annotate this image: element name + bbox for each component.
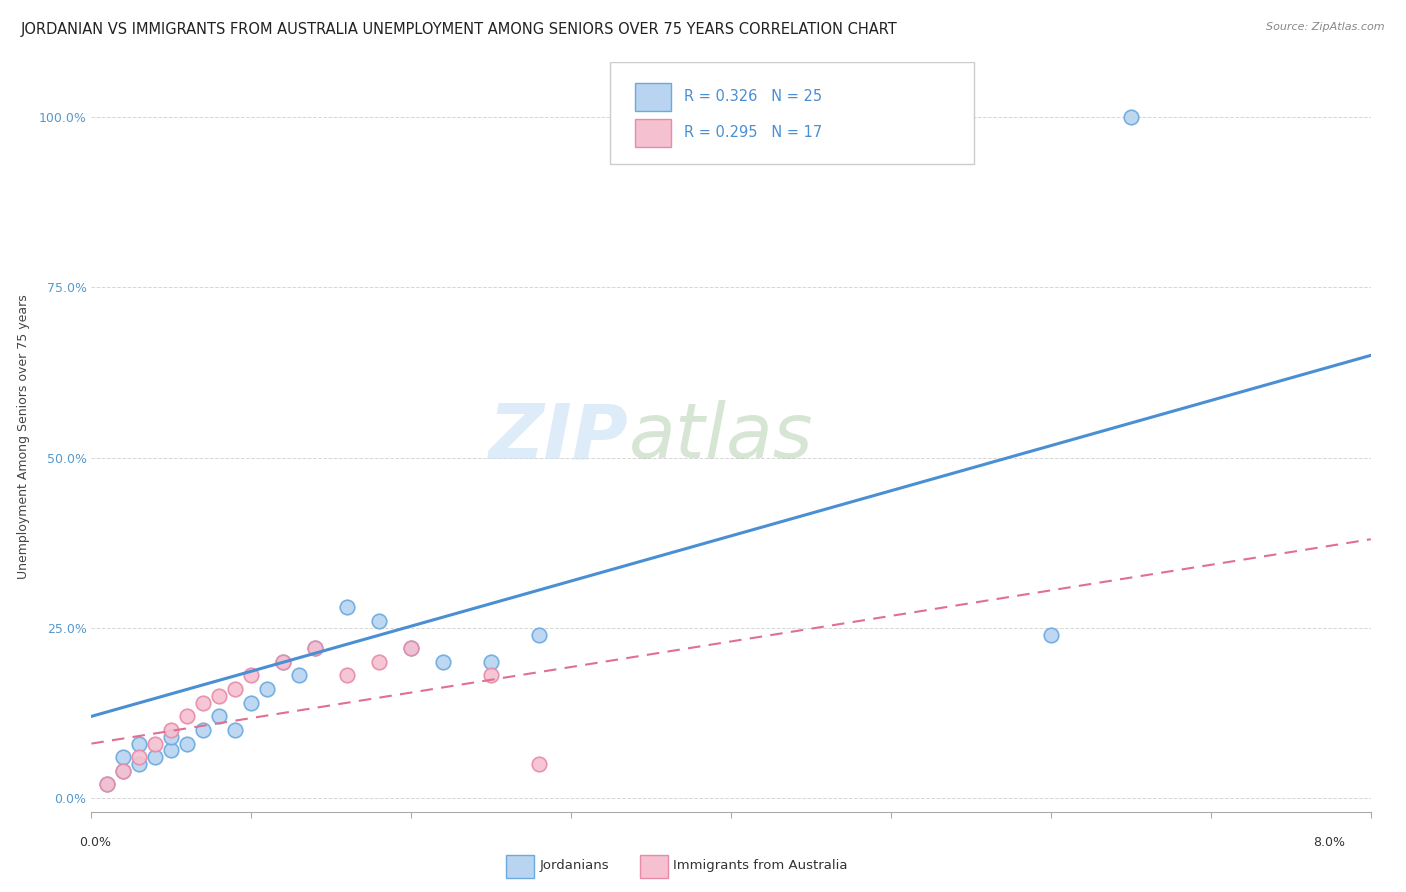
Point bbox=[208, 689, 231, 703]
Point bbox=[208, 709, 231, 723]
Point bbox=[529, 627, 551, 641]
Point bbox=[399, 641, 422, 656]
Point bbox=[160, 730, 183, 744]
Point bbox=[96, 777, 118, 791]
Point bbox=[1119, 110, 1142, 124]
Point bbox=[368, 614, 391, 628]
Text: Source: ZipAtlas.com: Source: ZipAtlas.com bbox=[1267, 22, 1385, 32]
Y-axis label: Unemployment Among Seniors over 75 years: Unemployment Among Seniors over 75 years bbox=[17, 294, 31, 580]
Point bbox=[224, 682, 246, 697]
Point bbox=[432, 655, 454, 669]
Point bbox=[176, 737, 198, 751]
Text: 0.0%: 0.0% bbox=[80, 837, 111, 849]
Point bbox=[304, 641, 326, 656]
Point bbox=[529, 757, 551, 772]
Point bbox=[193, 723, 215, 737]
Text: 8.0%: 8.0% bbox=[1313, 837, 1344, 849]
Point bbox=[160, 723, 183, 737]
Point bbox=[368, 655, 391, 669]
Point bbox=[128, 737, 150, 751]
Point bbox=[128, 750, 150, 764]
Point bbox=[224, 723, 246, 737]
Point bbox=[145, 737, 166, 751]
Bar bbox=[636, 119, 671, 147]
FancyBboxPatch shape bbox=[610, 62, 974, 163]
Text: JORDANIAN VS IMMIGRANTS FROM AUSTRALIA UNEMPLOYMENT AMONG SENIORS OVER 75 YEARS : JORDANIAN VS IMMIGRANTS FROM AUSTRALIA U… bbox=[21, 22, 898, 37]
Point bbox=[112, 750, 135, 764]
Point bbox=[304, 641, 326, 656]
Text: R = 0.326   N = 25: R = 0.326 N = 25 bbox=[683, 89, 823, 104]
Point bbox=[1039, 627, 1063, 641]
Bar bbox=[636, 83, 671, 112]
Point bbox=[145, 750, 166, 764]
Point bbox=[240, 668, 263, 682]
Point bbox=[128, 757, 150, 772]
Point bbox=[288, 668, 311, 682]
Point bbox=[399, 641, 422, 656]
Point bbox=[336, 600, 359, 615]
Text: atlas: atlas bbox=[628, 401, 813, 474]
Point bbox=[271, 655, 295, 669]
Point bbox=[176, 709, 198, 723]
Point bbox=[160, 743, 183, 757]
Point bbox=[256, 682, 278, 697]
Point bbox=[96, 777, 118, 791]
Text: R = 0.295   N = 17: R = 0.295 N = 17 bbox=[683, 126, 823, 140]
Point bbox=[336, 668, 359, 682]
Text: ZIP: ZIP bbox=[489, 401, 628, 474]
Point bbox=[271, 655, 295, 669]
Point bbox=[479, 668, 502, 682]
Point bbox=[112, 764, 135, 778]
Point bbox=[240, 696, 263, 710]
Point bbox=[479, 655, 502, 669]
Text: Jordanians: Jordanians bbox=[540, 859, 610, 871]
Point bbox=[112, 764, 135, 778]
Point bbox=[193, 696, 215, 710]
Text: Immigrants from Australia: Immigrants from Australia bbox=[673, 859, 848, 871]
